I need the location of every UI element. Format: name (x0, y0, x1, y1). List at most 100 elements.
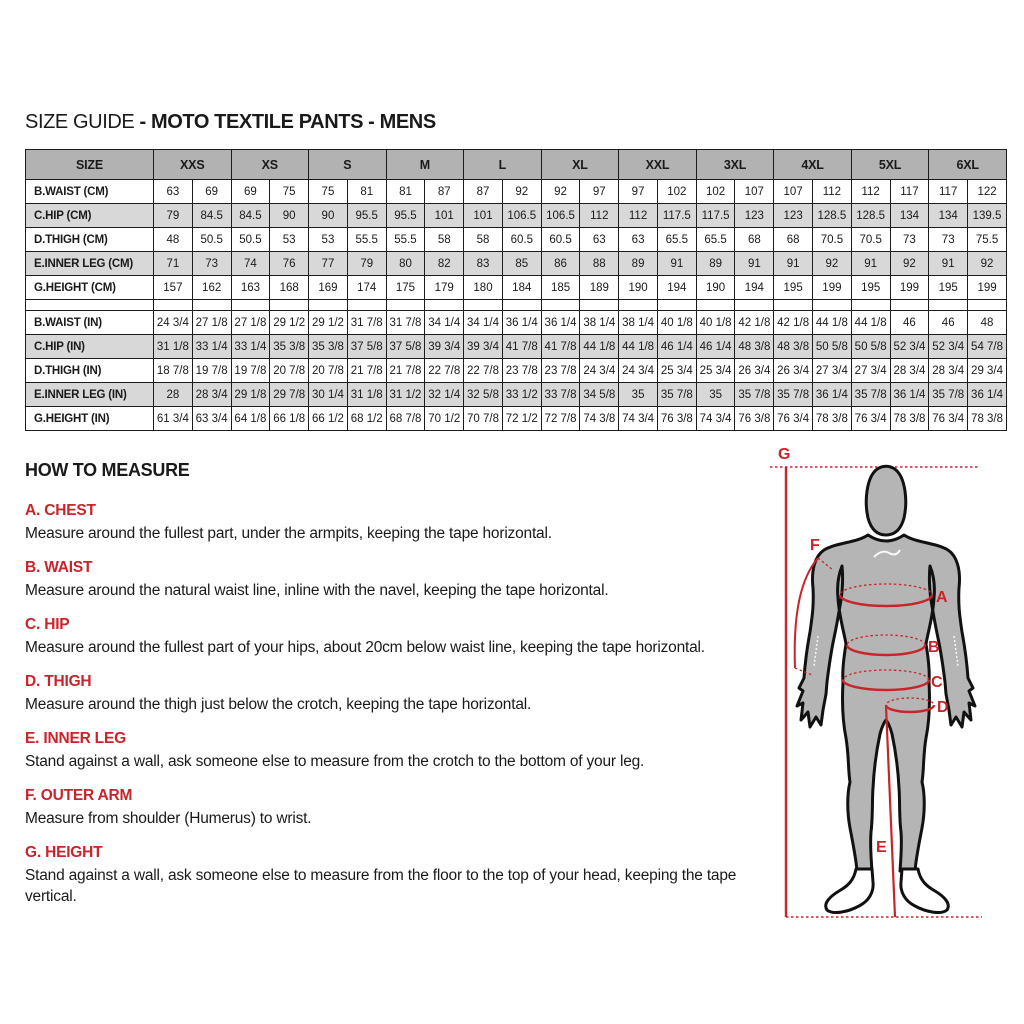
table-cell: 112 (850, 179, 891, 204)
table-cell: 163 (230, 275, 271, 300)
table-cell: 139.5 (967, 203, 1007, 228)
table-row: C.HIP (IN) 31 1/8 33 1/4 33 1/4 35 3/8 35 3/8… (25, 334, 1007, 359)
table-cell: 29 1/2 (269, 310, 310, 335)
spacer-cell (579, 299, 620, 311)
table-cell: 79 (153, 203, 193, 228)
measure-section-thigh: D. THIGH Measure around the thigh just b… (25, 673, 770, 715)
measure-section-outer-arm: F. OUTER ARM Measure from shoulder (Hume… (25, 787, 770, 829)
table-cell: 25 3/4 (695, 358, 736, 383)
size-column-header: S (308, 149, 387, 180)
table-cell: 76 3/4 (850, 406, 891, 431)
outer-arm-dash-bottom (794, 667, 813, 676)
label-height: G (778, 446, 790, 463)
measure-text-thigh: Measure around the thigh just below the … (25, 696, 532, 713)
table-cell: 90 (269, 203, 310, 228)
table-cell: 81 (346, 179, 387, 204)
table-cell: 112 (812, 179, 852, 204)
table-cell: 92 (967, 251, 1007, 276)
table-cell: 95.5 (346, 203, 387, 228)
table-cell: 84.5 (191, 203, 232, 228)
table-cell: 40 1/8 (695, 310, 736, 335)
label-chest: A (936, 589, 948, 606)
measure-heading-outer-arm: F. OUTER ARM (25, 787, 133, 804)
table-cell: 50 5/8 (850, 334, 891, 359)
table-cell: 189 (579, 275, 620, 300)
table-cell: 194 (734, 275, 775, 300)
table-cell: 68 (734, 227, 775, 252)
waist-ellipse-solid (845, 644, 927, 657)
size-column-header: 4XL (773, 149, 852, 180)
table-cell: 30 1/4 (308, 382, 348, 407)
table-cell: 60.5 (540, 227, 581, 252)
spacer-cell (191, 299, 232, 311)
table-cell: 89 (618, 251, 658, 276)
table-cell: 92 (889, 251, 930, 276)
row-label: D.THIGH (IN) (25, 358, 154, 383)
table-cell: 39 3/4 (424, 334, 465, 359)
size-column-header: 3XL (695, 149, 775, 180)
table-cell: 180 (463, 275, 503, 300)
table-cell: 91 (773, 251, 814, 276)
table-cell: 35 (618, 382, 658, 407)
table-cell: 26 3/4 (773, 358, 814, 383)
table-cell: 46 1/4 (695, 334, 736, 359)
table-cell: 199 (967, 275, 1007, 300)
table-cell: 31 1/8 (153, 334, 193, 359)
table-cell: 78 3/8 (967, 406, 1007, 431)
table-row: C.HIP (CM) 79 84.5 84.5 90 90 95.5 95.5 101 101 10… (25, 203, 1007, 228)
left-foot (824, 867, 875, 915)
table-cell: 35 3/8 (269, 334, 310, 359)
table-cell: 65.5 (656, 227, 697, 252)
table-cell: 27 3/4 (812, 358, 852, 383)
measurement-body-diagram: G F A B C D E (770, 446, 982, 918)
table-cell: 76 (269, 251, 310, 276)
table-cell: 117 (928, 179, 969, 204)
table-cell: 73 (889, 227, 930, 252)
table-cell: 97 (579, 179, 620, 204)
table-cell: 74 3/4 (695, 406, 736, 431)
spacer-cell (928, 299, 969, 311)
table-cell: 85 (501, 251, 542, 276)
row-label: E.INNER LEG (CM) (25, 251, 154, 276)
table-cell: 35 7/8 (773, 382, 814, 407)
table-cell: 168 (269, 275, 310, 300)
table-cell: 65.5 (695, 227, 736, 252)
measure-heading-waist: B. WAIST (25, 559, 93, 576)
table-cell: 28 (153, 382, 193, 407)
how-to-measure: HOW TO MEASURE A. CHEST Measure around t… (25, 460, 770, 922)
spacer-row (25, 299, 1007, 311)
table-cell: 38 1/4 (579, 310, 620, 335)
size-table: SIZE XXS XS S M L XL XXL 3XL 4XL 5XL 6XL B.WAIST (CM… (25, 149, 1007, 431)
table-cell: 28 3/4 (191, 382, 232, 407)
label-thigh: D (937, 699, 949, 716)
table-cell: 29 7/8 (269, 382, 310, 407)
table-cell: 21 7/8 (385, 358, 426, 383)
table-cell: 175 (385, 275, 426, 300)
header-row: SIZE XXS XS S M L XL XXL 3XL 4XL 5XL 6XL (25, 149, 1007, 180)
table-cell: 48 (967, 310, 1007, 335)
measure-text-hip: Measure around the fullest part of your … (25, 639, 705, 656)
table-cell: 33 1/4 (191, 334, 232, 359)
table-cell: 34 1/4 (463, 310, 503, 335)
spacer-cell (269, 299, 310, 311)
table-cell: 75 (308, 179, 348, 204)
spacer-cell (618, 299, 658, 311)
table-cell: 106.5 (540, 203, 581, 228)
table-cell: 68 (773, 227, 814, 252)
table-cell: 29 3/4 (967, 358, 1007, 383)
measure-section-inner-leg: E. INNER LEG Stand against a wall, ask s… (25, 730, 770, 772)
size-column-header: 5XL (850, 149, 930, 180)
measure-section-height: G. HEIGHT Stand against a wall, ask some… (25, 844, 770, 907)
table-cell: 38 1/4 (618, 310, 658, 335)
table-cell: 77 (308, 251, 348, 276)
size-column-header: L (463, 149, 542, 180)
left-forearm-logo (813, 635, 819, 667)
table-row: D.THIGH (CM) 48 50.5 50.5 53 53 55.5 55.5 58 58 60… (25, 227, 1007, 252)
table-cell: 92 (540, 179, 581, 204)
table-cell: 87 (424, 179, 465, 204)
table-cell: 169 (308, 275, 348, 300)
table-cell: 88 (579, 251, 620, 276)
table-cell: 90 (308, 203, 348, 228)
table-cell: 35 7/8 (734, 382, 775, 407)
table-cell: 36 1/4 (540, 310, 581, 335)
